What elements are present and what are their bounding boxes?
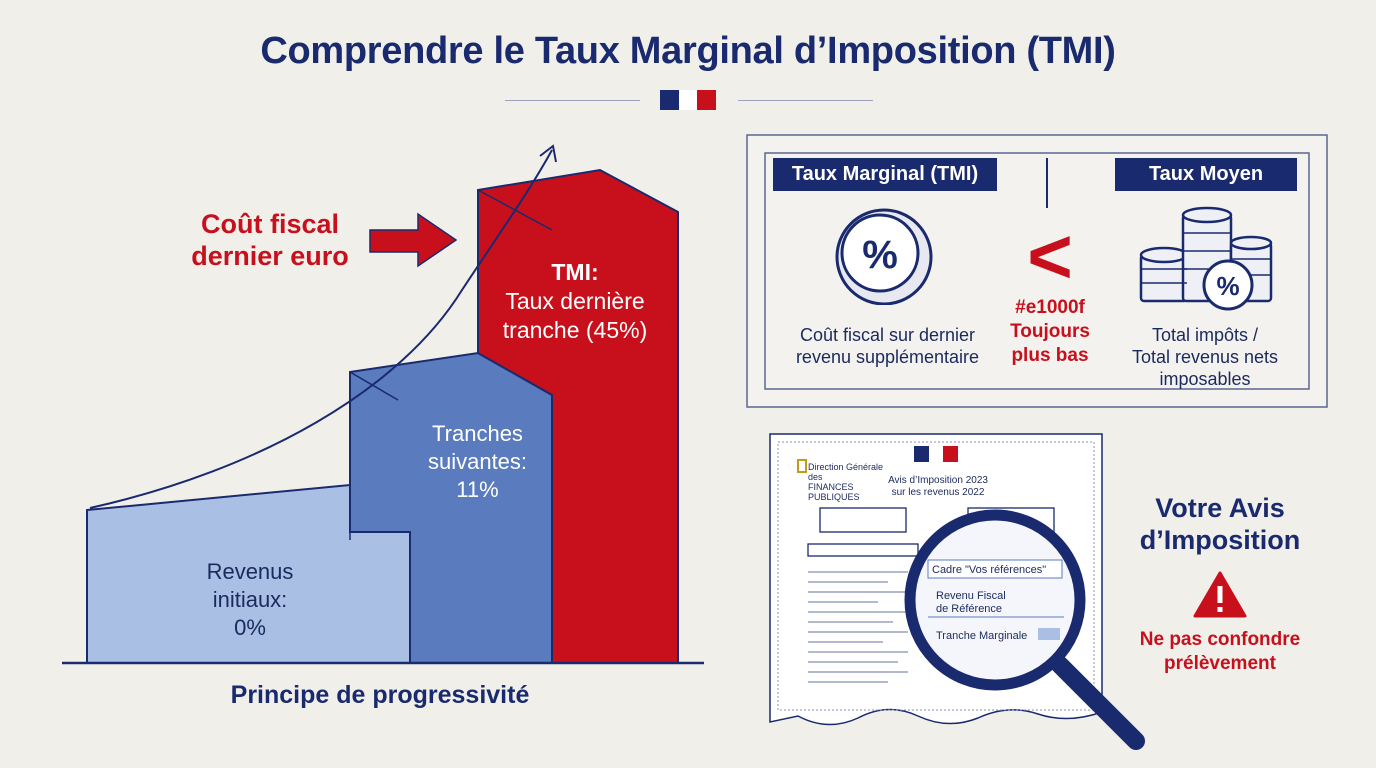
page-title: Comprendre le Taux Marginal d’Imposition… xyxy=(260,30,1116,72)
french-republic-logo xyxy=(660,90,717,110)
marginal-cost-callout: Coût fiscal dernier euro xyxy=(180,208,360,272)
warning-triangle-icon xyxy=(1193,571,1247,618)
warning-text: Ne pas confondre prélèvement xyxy=(1139,629,1301,674)
curve-arrowhead-icon xyxy=(539,144,557,163)
tranche-initial-label: Revenus initiaux: 0% xyxy=(206,559,294,640)
callout-arrow-icon xyxy=(369,212,458,268)
marginal-rate-title: Taux Marginal (TMI) xyxy=(773,158,997,191)
title-divider-left xyxy=(505,100,640,101)
magnifier-icon xyxy=(904,509,1145,750)
magnifier-header: Cadre "Vos références" xyxy=(932,564,1047,576)
svg-text:%: % xyxy=(862,233,898,277)
tranche-following-label: Tranches suivantes: 11% xyxy=(427,421,528,502)
progressivity-staircase xyxy=(62,144,704,665)
document-title: Avis d’Imposition 2023 sur les revenus 2… xyxy=(888,475,988,498)
callout-line-2: dernier euro xyxy=(191,241,349,271)
progression-curve xyxy=(89,149,553,509)
marginal-rate-description: Coût fiscal sur dernier revenu supplémen… xyxy=(795,325,980,367)
progressivity-caption: Principe de progressivité xyxy=(230,681,530,709)
reference-income-label: Revenu Fiscal de Référence xyxy=(936,590,1006,615)
average-rate-title: Taux Moyen xyxy=(1115,158,1297,191)
title-divider-right xyxy=(738,100,873,101)
tranche-marginal-label: TMI: Taux dernière tranche (45%) xyxy=(502,259,648,343)
less-than-operator: < xyxy=(1027,212,1073,300)
callout-line-1: Coût fiscal xyxy=(200,209,340,239)
operator-caption: #e1000f Toujours plus bas xyxy=(1010,297,1090,366)
tax-notice-heading: Votre Avis d’Imposition xyxy=(1139,493,1301,555)
marginal-bracket-label: Tranche Marginale xyxy=(936,630,1028,642)
svg-text:%: % xyxy=(1216,271,1239,301)
coins-stack-icon: % xyxy=(1139,206,1273,311)
average-rate-description: Total impôts / Total revenus nets imposa… xyxy=(1131,325,1279,389)
document-issuer: Direction Générale des FINANCES PUBLIQUE… xyxy=(808,462,884,502)
percent-circle-icon: % xyxy=(835,208,933,305)
